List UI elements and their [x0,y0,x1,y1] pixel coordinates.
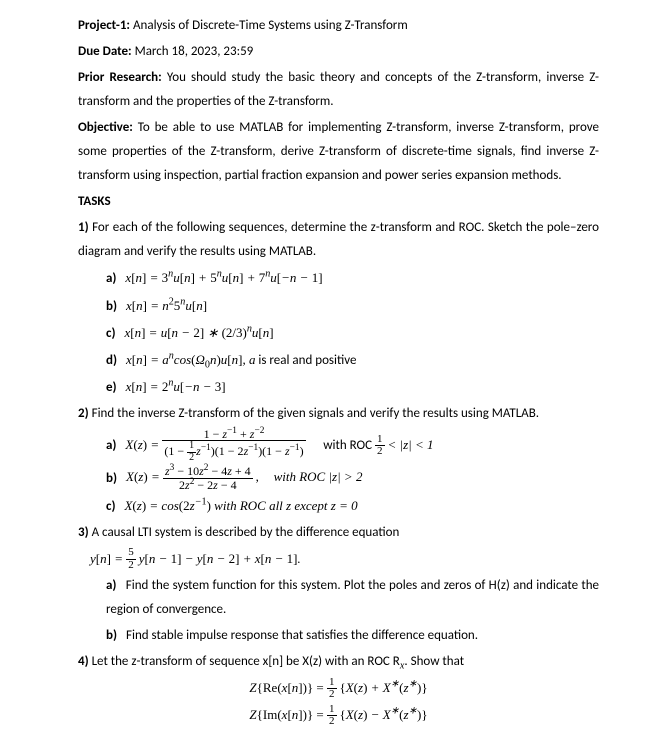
t2c-eq: X(z) = cos(2z−1) [124,498,210,513]
objective-label: Objective: [78,120,133,135]
t1a-eq: x[n] = 3nu[n] + 5nu[n] + 7nu[−n − 1] [125,270,322,285]
t1c-label: c) [106,326,116,341]
prior-research: Prior Research: You should study the bas… [78,66,599,114]
task1-e: e) x[n] = 2nu[−n − 3] [78,375,599,400]
task2-c: c) X(z) = cos(2z−1) with ROC all z excep… [78,494,599,519]
t1d-label: d) [106,353,117,368]
t2a-eq: X(z) = [125,437,162,452]
t3a-label: a) [106,578,116,593]
t1c-eq: x[n] = u[n − 2] ∗ (2/3)nu[n] [124,325,273,340]
t1b-eq: x[n] = n25nu[n] [126,298,207,313]
t3a-text: Find the system function for this system… [106,578,599,617]
objective: Objective: To be able to use MATLAB for … [78,116,599,188]
t1d-eq: x[n] = ancos(Ω0n)u[n], a [126,352,256,367]
t1e-eq: x[n] = 2nu[−n − 3] [126,379,226,394]
task4-eq2: Z{Im(x[n])} = 12 {X(z) − X∗(z∗)} [78,703,599,728]
t2b-eq: X(z) = [126,470,163,485]
task3-eq: y[n] = 52 y[n − 1] − y[n − 2] + x[n − 1]… [78,547,599,572]
t3b-text: Find stable impulse response that satisf… [126,628,478,643]
tasks-heading: TASKS [78,190,599,214]
t1a-label: a) [106,271,116,286]
task3-b: b) Find stable impulse response that sat… [78,624,599,648]
due-line: Due Date: March 18, 2023, 23:59 [78,40,599,64]
t1d-tail: is real and positive [255,353,356,368]
task1-a: a) x[n] = 3nu[n] + 5nu[n] + 7nu[−n − 1] [78,266,599,291]
task1-c: c) x[n] = u[n − 2] ∗ (2/3)nu[n] [78,321,599,346]
t4-intro-b: . Show that [404,654,464,669]
t2b-label: b) [106,471,117,486]
t2a-label: a) [106,438,116,453]
task2-num: 2) [78,406,89,421]
t4-intro-a: Let the z-transform of sequence x[n] be … [92,654,400,669]
t2a-roc-post: < |z| < 1 [387,437,433,452]
project-title: Analysis of Discrete-Time Systems using … [133,18,408,33]
task1-intro: For each of the following sequences, det… [78,220,599,259]
task3: 3) A causal LTI system is described by t… [78,521,599,545]
task2-b: b) X(z) = z3 − 10z2 − 4z + 4 2z2 − 2z − … [78,465,599,491]
task4: 4) Let the z-transform of sequence x[n] … [78,650,599,674]
task2-intro: Find the inverse Z-transform of the give… [92,406,539,421]
task2-a: a) X(z) = 1 − z−1 + z−2 (1 − 12z−1)(1 − … [78,428,599,464]
task1: 1) For each of the following sequences, … [78,216,599,264]
t2c-label: c) [106,499,116,514]
project-label: Project-1: [78,18,130,33]
due-label: Due Date: [78,44,132,59]
project-line: Project-1: Analysis of Discrete-Time Sys… [78,14,599,38]
document-page: Project-1: Analysis of Discrete-Time Sys… [0,0,671,744]
task1-b: b) x[n] = n25nu[n] [78,294,599,319]
due-value: March 18, 2023, 23:59 [135,44,254,59]
task3-a: a) Find the system function for this sys… [78,574,599,622]
task2: 2) Find the inverse Z-transform of the g… [78,402,599,426]
t2a-roc-pre: with ROC [323,438,375,453]
task3-intro: A causal LTI system is described by the … [92,525,400,540]
t2c-tail: with ROC all z except z = 0 [211,498,358,513]
t3b-label: b) [106,628,117,643]
task1-d: d) x[n] = ancos(Ω0n)u[n], a is real and … [78,348,599,373]
prior-label: Prior Research: [78,70,162,85]
t1b-label: b) [106,299,117,314]
t2a-frac: 1 − z−1 + z−2 (1 − 12z−1)(1 − 2z−1)(1 − … [162,428,305,464]
t2a-half: 12 [375,434,385,458]
t3-frac: 52 [126,547,136,571]
t2b-roc: with ROC |z| > 2 [274,470,363,485]
task3-num: 3) [78,525,89,540]
t1e-label: e) [106,380,117,395]
objective-text: To be able to use MATLAB for implementin… [78,120,599,183]
t2b-frac: z3 − 10z2 − 4z + 4 2z2 − 2z − 4 [163,465,253,491]
task1-num: 1) [78,220,89,235]
task4-eq1: Z{Re(x[n])} = 12 {X(z) + X∗(z∗)} [78,676,599,701]
task4-num: 4) [78,654,89,669]
